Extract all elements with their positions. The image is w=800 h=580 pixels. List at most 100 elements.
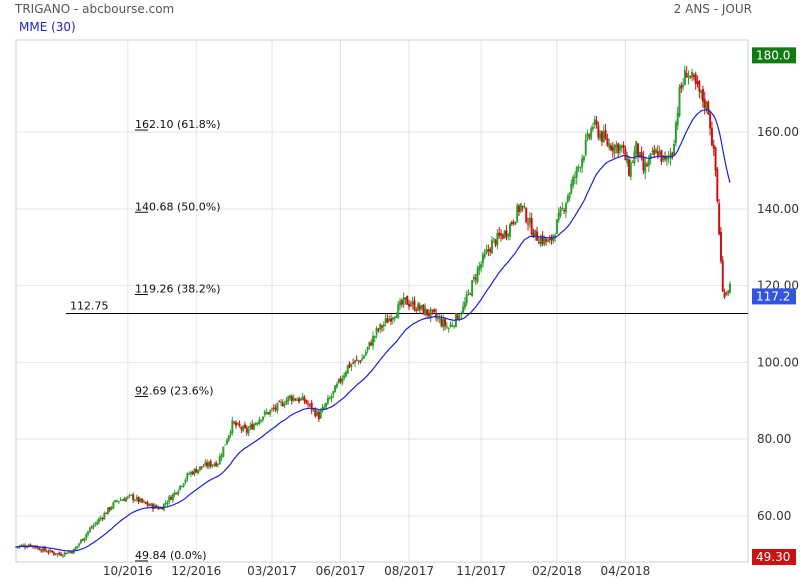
candle-body bbox=[573, 176, 576, 178]
candle-body bbox=[51, 550, 54, 553]
candle-body bbox=[195, 469, 198, 473]
candle-body bbox=[727, 290, 730, 292]
candle-body bbox=[96, 522, 99, 525]
candle-body bbox=[29, 544, 32, 547]
candle-body bbox=[496, 232, 499, 245]
candle-body bbox=[186, 473, 189, 480]
fib-level-label: 49.84 (0.0%) bbox=[135, 549, 207, 562]
candle-body bbox=[525, 208, 528, 223]
candle-body bbox=[139, 498, 142, 502]
candle-body bbox=[386, 318, 389, 324]
candle-body bbox=[570, 183, 573, 193]
candle-body bbox=[124, 497, 127, 502]
candle-body bbox=[130, 494, 133, 496]
candle-body bbox=[260, 419, 263, 421]
candle-body bbox=[413, 300, 416, 311]
candle-body bbox=[101, 518, 104, 520]
candle-body bbox=[653, 149, 656, 155]
candle-body bbox=[590, 128, 593, 139]
candle-body bbox=[249, 424, 252, 429]
candle-body bbox=[234, 422, 237, 426]
candle-body bbox=[462, 306, 465, 313]
candle-body bbox=[642, 157, 645, 171]
candle-body bbox=[289, 395, 292, 399]
candle-body bbox=[346, 365, 349, 374]
candle-body bbox=[155, 505, 158, 508]
candle-body bbox=[600, 131, 603, 142]
candle-body bbox=[476, 268, 479, 282]
candle-body bbox=[388, 318, 391, 322]
candle-body bbox=[564, 203, 567, 213]
candle-body bbox=[335, 383, 338, 388]
candle-body bbox=[701, 88, 704, 102]
price-badge-high-text: 180.0 bbox=[756, 48, 790, 62]
candle-body bbox=[563, 210, 566, 212]
candle-body bbox=[620, 145, 623, 148]
candle-body bbox=[371, 336, 374, 346]
candle-body bbox=[543, 237, 546, 245]
candle-body bbox=[490, 240, 493, 254]
candle-body bbox=[352, 362, 355, 364]
candle-body bbox=[705, 101, 708, 110]
price-badge-low-text: 49.30 bbox=[756, 550, 790, 564]
candle-body bbox=[119, 499, 122, 502]
ema-line-group bbox=[16, 108, 731, 552]
candle-body bbox=[90, 527, 93, 529]
candle-body bbox=[572, 176, 575, 186]
fib-level-label: 162.10 (61.8%) bbox=[135, 118, 221, 131]
candle-body bbox=[45, 551, 48, 553]
plot-frame bbox=[15, 39, 749, 563]
candle-body bbox=[25, 547, 28, 549]
candle-body bbox=[456, 314, 459, 320]
candle-body bbox=[487, 249, 490, 251]
candle-body bbox=[233, 421, 236, 424]
candle-body bbox=[70, 551, 73, 554]
price-badge-last bbox=[752, 288, 796, 305]
candle-body bbox=[408, 303, 411, 307]
candle-body bbox=[316, 411, 319, 417]
candle-body bbox=[334, 385, 337, 393]
candle-body bbox=[339, 378, 342, 382]
candle-body bbox=[593, 119, 596, 125]
candle-body bbox=[63, 552, 66, 555]
candle-body bbox=[546, 239, 549, 242]
candle-body bbox=[608, 143, 611, 148]
candle-body bbox=[49, 549, 52, 552]
candle-body bbox=[56, 553, 59, 555]
candle-body bbox=[471, 280, 474, 297]
candle-body bbox=[200, 466, 203, 468]
candle-body bbox=[637, 143, 640, 157]
candle-body bbox=[710, 128, 713, 146]
candle-body bbox=[220, 455, 223, 458]
candle-body bbox=[582, 156, 585, 161]
candle-body bbox=[287, 396, 290, 402]
candle-body bbox=[373, 335, 376, 338]
candle-body bbox=[691, 72, 694, 78]
candle-body bbox=[660, 150, 663, 162]
candle-body bbox=[312, 408, 315, 410]
candle-body bbox=[60, 553, 63, 556]
price-badge-last-text: 117.2 bbox=[756, 289, 790, 303]
candle-body bbox=[108, 507, 111, 511]
candle-body bbox=[472, 276, 475, 280]
candle-body bbox=[256, 422, 259, 425]
candle-body bbox=[579, 167, 582, 169]
candle-body bbox=[436, 317, 439, 319]
candle-body bbox=[435, 312, 438, 318]
candle-body bbox=[588, 135, 591, 137]
candle-body bbox=[191, 471, 194, 475]
candle-body bbox=[222, 446, 225, 457]
candle-body bbox=[444, 319, 447, 327]
x-tick-label: 12/2016 bbox=[171, 564, 221, 578]
candle-body bbox=[361, 358, 364, 361]
candle-body bbox=[707, 101, 710, 115]
candle-body bbox=[640, 152, 643, 159]
x-tick-label: 04/2018 bbox=[600, 564, 650, 578]
candle-body bbox=[150, 503, 153, 507]
candle-body bbox=[307, 403, 310, 405]
candle-body bbox=[252, 424, 255, 430]
candle-body bbox=[609, 145, 612, 150]
candle-body bbox=[719, 231, 722, 262]
candle-body bbox=[370, 342, 373, 346]
